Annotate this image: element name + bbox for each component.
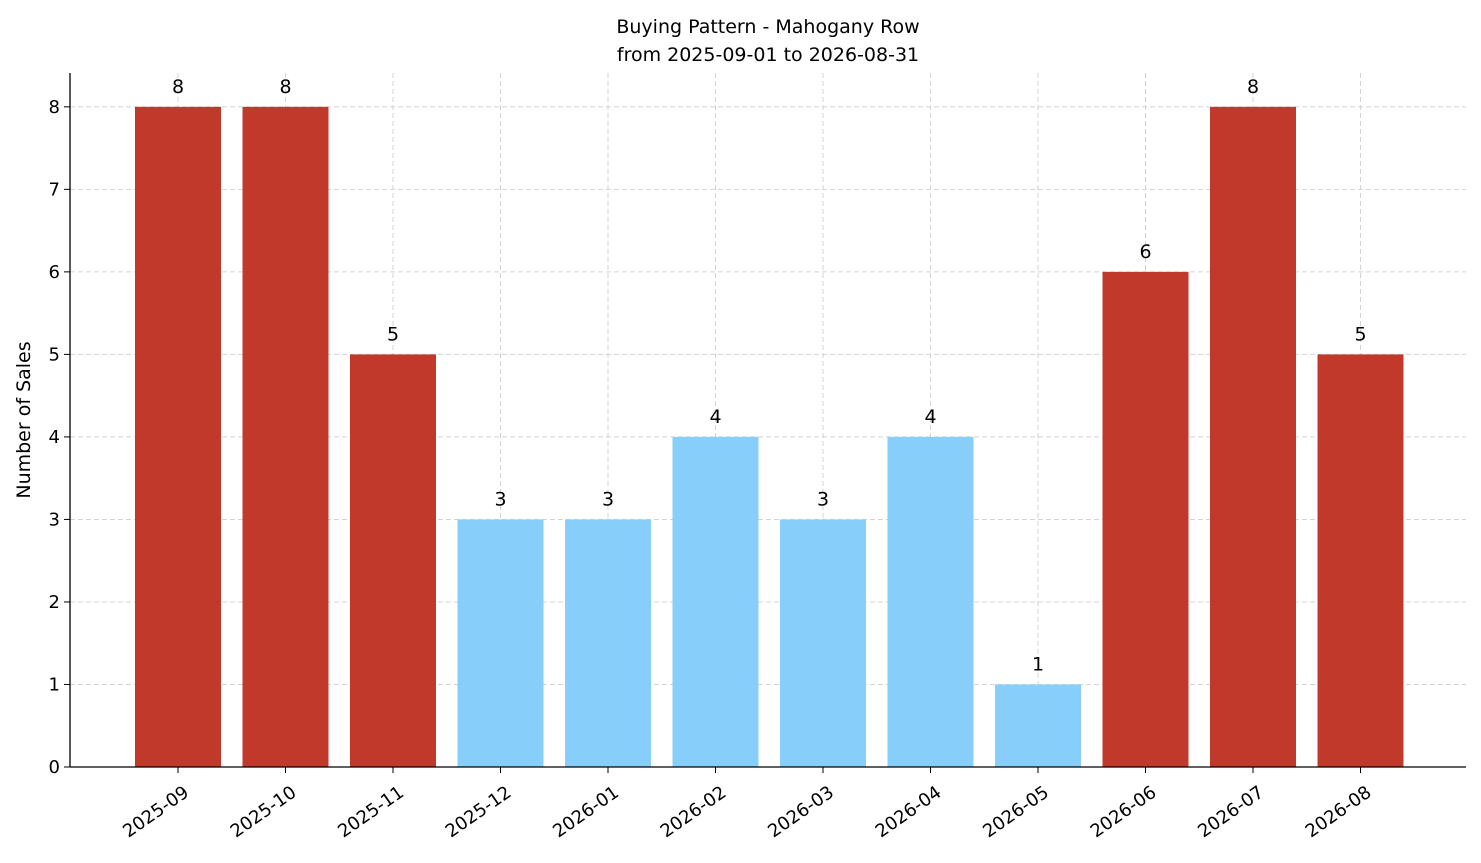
x-tick-label: 2026-05 bbox=[979, 782, 1053, 842]
value-label: 3 bbox=[817, 488, 829, 510]
y-tick-label: 6 bbox=[49, 262, 60, 283]
chart-subtitle: from 2025-09-01 to 2026-08-31 bbox=[617, 44, 919, 66]
y-axis-label: Number of Sales bbox=[13, 341, 35, 498]
bar bbox=[135, 106, 221, 767]
x-tick-label: 2025-11 bbox=[334, 782, 408, 842]
y-tick-label: 3 bbox=[49, 509, 60, 530]
value-label: 8 bbox=[1247, 76, 1259, 98]
bar bbox=[350, 354, 436, 767]
bar bbox=[1317, 354, 1404, 767]
x-tick-label: 2025-12 bbox=[442, 782, 516, 842]
value-label: 8 bbox=[172, 76, 184, 98]
x-tick-label: 2026-07 bbox=[1194, 782, 1268, 842]
value-label: 8 bbox=[279, 76, 291, 98]
x-tick-label: 2025-10 bbox=[227, 782, 301, 842]
bar bbox=[242, 106, 329, 767]
bar bbox=[995, 684, 1081, 767]
value-label: 5 bbox=[387, 323, 399, 345]
y-tick-label: 7 bbox=[49, 179, 60, 200]
bar bbox=[1102, 271, 1189, 767]
value-label: 1 bbox=[1032, 653, 1044, 675]
bar bbox=[1210, 106, 1296, 767]
value-label: 4 bbox=[709, 406, 721, 428]
x-tick-label: 2026-06 bbox=[1087, 782, 1161, 842]
bar bbox=[780, 519, 866, 767]
y-tick-label: 4 bbox=[49, 427, 60, 448]
y-tick-label: 5 bbox=[49, 344, 60, 365]
x-tick-label: 2026-08 bbox=[1302, 782, 1376, 842]
y-tick-label: 1 bbox=[49, 674, 60, 695]
y-tick-label: 8 bbox=[49, 97, 60, 118]
x-tick-label: 2026-03 bbox=[764, 782, 838, 842]
value-label: 4 bbox=[924, 406, 936, 428]
chart-title: Buying Pattern - Mahogany Row bbox=[616, 16, 919, 38]
x-tick-label: 2026-04 bbox=[872, 782, 946, 842]
bar bbox=[565, 519, 651, 767]
value-label: 5 bbox=[1354, 323, 1366, 345]
y-tick-label: 2 bbox=[49, 592, 60, 613]
value-label: 3 bbox=[602, 488, 614, 510]
x-tick-label: 2026-02 bbox=[657, 782, 731, 842]
x-tick-label: 2025-09 bbox=[119, 782, 193, 842]
y-tick-label: 0 bbox=[49, 757, 60, 778]
bar bbox=[672, 436, 759, 767]
x-tick-label: 2026-01 bbox=[549, 782, 623, 842]
bar bbox=[457, 519, 544, 767]
value-label: 3 bbox=[494, 488, 506, 510]
bar bbox=[887, 436, 974, 767]
value-label: 6 bbox=[1139, 241, 1151, 263]
